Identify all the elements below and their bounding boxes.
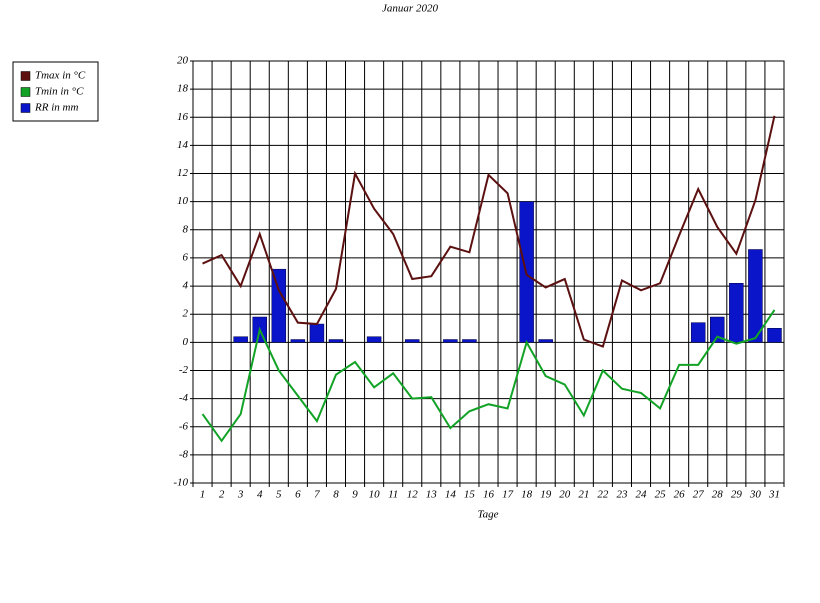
y-tick-label: 8 xyxy=(183,223,189,235)
x-tick-label: 16 xyxy=(483,489,495,501)
x-tick-label: 23 xyxy=(616,489,628,501)
x-tick-label: 10 xyxy=(369,489,381,501)
plot-frame xyxy=(192,60,785,484)
legend-label: RR in mm xyxy=(34,102,78,114)
x-tick-label: 13 xyxy=(426,489,438,501)
x-tick-label: 6 xyxy=(295,489,301,501)
y-tick-label: 12 xyxy=(177,167,189,179)
bar xyxy=(710,316,725,343)
bar xyxy=(690,322,706,343)
x-tick-label: 28 xyxy=(712,489,724,501)
x-tick-label: 26 xyxy=(674,489,686,501)
y-tick-label: 16 xyxy=(177,111,189,123)
bar xyxy=(462,339,477,343)
x-tick-label: 5 xyxy=(276,489,282,501)
bar xyxy=(538,339,553,343)
bar xyxy=(309,323,325,343)
bar xyxy=(290,339,306,343)
y-tick-label: -8 xyxy=(179,448,189,460)
x-tick-label: 15 xyxy=(464,489,476,501)
x-tick-label: 21 xyxy=(578,489,589,501)
bar xyxy=(233,336,248,343)
legend-label: Tmin in °C xyxy=(35,86,84,98)
legend-swatch xyxy=(20,87,31,97)
x-tick-label: 4 xyxy=(257,489,263,501)
bar xyxy=(404,339,420,343)
x-tick-label: 25 xyxy=(655,489,667,501)
legend-label: Tmax in °C xyxy=(35,70,86,82)
x-axis-label: Tage xyxy=(478,509,499,521)
y-tick-label: 2 xyxy=(183,308,189,320)
legend-swatch xyxy=(20,71,31,81)
x-tick-label: 7 xyxy=(314,489,320,501)
x-tick-label: 17 xyxy=(502,489,514,501)
line xyxy=(201,309,776,443)
x-tick-label: 3 xyxy=(237,489,244,501)
y-tick-label: -4 xyxy=(179,392,189,404)
legend-swatch xyxy=(20,103,31,113)
bar xyxy=(328,339,344,343)
x-tick-label: 1 xyxy=(200,489,206,501)
x-tick-label: 14 xyxy=(445,489,457,501)
x-tick-label: 19 xyxy=(540,489,552,501)
y-tick-label: 20 xyxy=(177,55,189,67)
x-tick-label: 27 xyxy=(693,489,705,501)
y-tick-label: 10 xyxy=(177,195,189,207)
chart-title: Januar 2020 xyxy=(382,3,438,15)
x-tick-label: 22 xyxy=(597,489,609,501)
x-tick-label: 18 xyxy=(521,489,533,501)
x-tick-label: 9 xyxy=(352,489,358,501)
x-tick-label: 31 xyxy=(768,489,780,501)
bar xyxy=(271,268,287,343)
bar xyxy=(443,339,458,343)
x-tick-label: 29 xyxy=(731,489,743,501)
bar xyxy=(748,249,763,343)
y-tick-label: 6 xyxy=(183,251,189,263)
x-tick-label: 12 xyxy=(407,489,419,501)
x-tick-label: 8 xyxy=(333,489,339,501)
y-tick-label: 4 xyxy=(183,280,189,292)
bar xyxy=(767,328,782,343)
y-tick-label: -10 xyxy=(173,477,188,489)
x-tick-label: 20 xyxy=(559,489,571,501)
y-tick-label: -6 xyxy=(179,420,189,432)
line xyxy=(202,115,776,348)
x-tick-label: 30 xyxy=(749,489,762,501)
x-tick-label: 2 xyxy=(219,489,225,501)
y-tick-label: 14 xyxy=(177,139,189,151)
x-tick-label: 24 xyxy=(636,489,648,501)
y-tick-label: 0 xyxy=(183,336,189,348)
y-tick-label: -2 xyxy=(179,364,189,376)
y-tick-label: 18 xyxy=(177,83,189,95)
x-tick-label: 11 xyxy=(388,489,398,501)
bar xyxy=(729,283,744,343)
bar xyxy=(366,336,382,343)
